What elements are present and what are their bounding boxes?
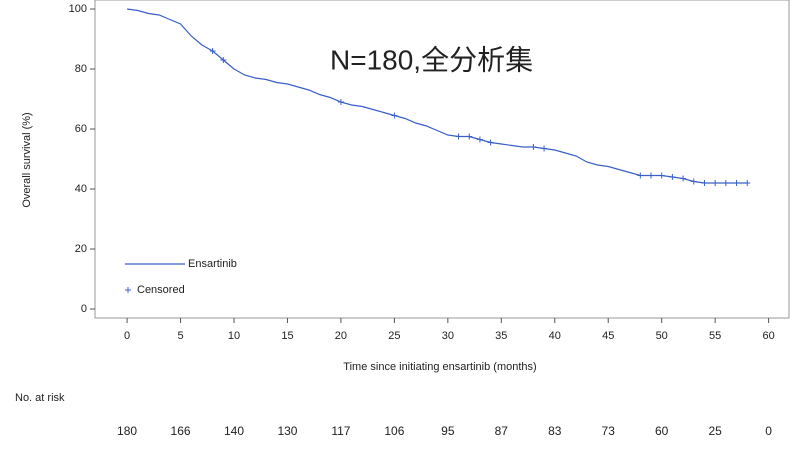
risk-count: 166 — [171, 424, 191, 438]
x-tick-label: 15 — [281, 330, 293, 342]
censor-mark — [669, 174, 676, 180]
y-tick-label: 0 — [81, 303, 87, 315]
x-axis-label: Time since initiating ensartinib (months… — [343, 361, 536, 373]
x-tick-label: 0 — [124, 330, 130, 342]
x-tick-label: 60 — [762, 330, 774, 342]
censor-mark — [658, 172, 665, 179]
x-tick-label: 10 — [228, 330, 240, 342]
risk-count: 140 — [224, 424, 244, 438]
annotation: N=180,全分析集 — [330, 44, 533, 75]
risk-count: 130 — [277, 424, 297, 438]
risk-count: 73 — [602, 424, 616, 438]
censor-mark — [637, 172, 644, 179]
x-tick-label: 30 — [442, 330, 454, 342]
censor-mark — [209, 48, 216, 54]
censor-mark — [466, 133, 473, 140]
censor-mark — [476, 136, 483, 143]
y-tick-label: 60 — [75, 123, 87, 135]
censor-mark — [487, 139, 494, 146]
censor-mark — [455, 133, 462, 140]
plot-frame — [94, 0, 790, 319]
legend-censor — [125, 287, 131, 293]
x-tick-label: 55 — [709, 330, 721, 342]
censor-mark — [712, 180, 719, 186]
y-tick-label: 20 — [75, 243, 87, 255]
censor-mark — [391, 112, 398, 119]
censor-mark — [722, 180, 729, 186]
x-tick-label: 25 — [388, 330, 400, 342]
censor-mark — [337, 99, 344, 105]
x-tick-label: 45 — [602, 330, 614, 342]
risk-count: 0 — [765, 424, 772, 438]
risk-table-label: No. at risk — [15, 392, 65, 404]
censor-mark — [680, 175, 687, 182]
x-tick-label: 20 — [335, 330, 347, 342]
risk-count: 25 — [708, 424, 722, 438]
censor-mark — [530, 144, 537, 150]
risk-count: 83 — [548, 424, 562, 438]
censor-mark — [220, 57, 227, 63]
survival-line — [126, 8, 748, 184]
x-tick-label: 50 — [656, 330, 668, 342]
y-tick-label: 80 — [75, 63, 87, 75]
censor-mark — [733, 180, 740, 186]
censor-mark — [541, 145, 548, 152]
legend-label: Ensartinib — [188, 258, 237, 270]
censor-mark — [744, 180, 751, 186]
y-tick-label: 100 — [69, 3, 87, 15]
risk-count: 87 — [495, 424, 509, 438]
y-tick-label: 40 — [75, 183, 87, 195]
x-tick-label: 40 — [549, 330, 561, 342]
legend-label: Censored — [137, 284, 185, 296]
risk-count: 180 — [117, 424, 137, 438]
x-tick-label: 35 — [495, 330, 507, 342]
risk-count: 60 — [655, 424, 669, 438]
censor-mark — [690, 178, 697, 185]
censor-mark — [648, 172, 654, 179]
censor-mark — [701, 180, 708, 186]
risk-count: 117 — [331, 424, 350, 438]
y-axis-label: Overall survival (%) — [21, 112, 33, 207]
risk-count: 95 — [441, 424, 455, 438]
x-tick-label: 5 — [177, 330, 183, 342]
risk-count: 106 — [384, 424, 404, 438]
